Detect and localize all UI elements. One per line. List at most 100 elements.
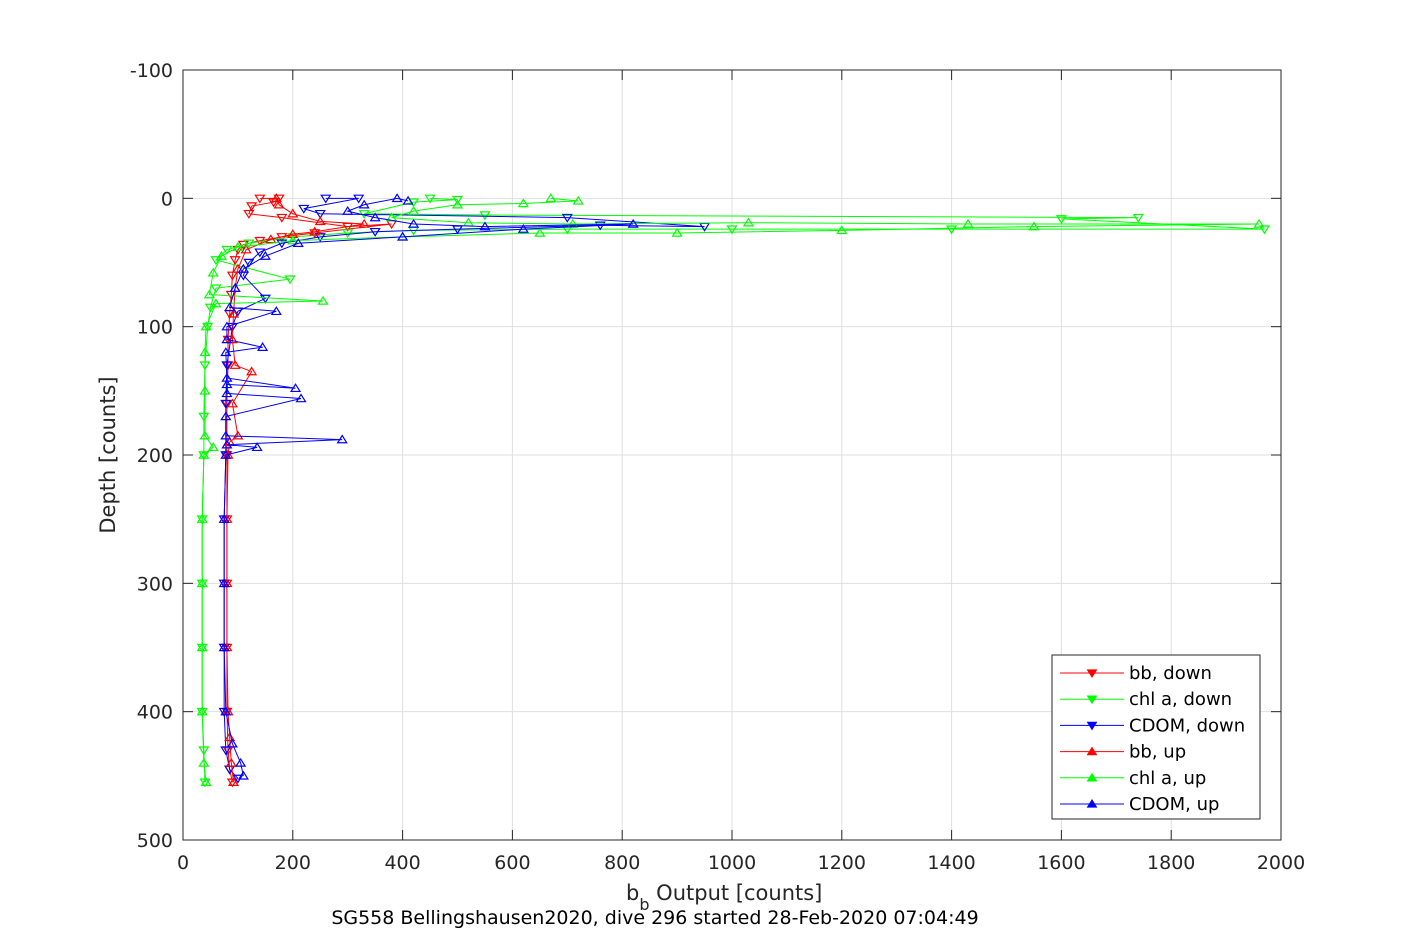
data-point: [220, 399, 232, 409]
legend-marker: [1086, 772, 1098, 782]
data-point: [287, 235, 299, 245]
data-point: [572, 195, 584, 205]
data-point: [225, 757, 237, 767]
series-line: [223, 197, 705, 779]
data-point: [218, 642, 230, 652]
legend-entry-label: bb, down: [1129, 663, 1212, 684]
data-point: [221, 321, 233, 331]
data-point: [314, 216, 326, 226]
data-point: [962, 218, 974, 228]
series-layer: [196, 193, 1271, 788]
data-point: [204, 303, 217, 313]
x-tick-label: 1200: [818, 852, 866, 874]
data-point: [196, 642, 208, 652]
data-point: [257, 342, 269, 351]
data-point: [369, 212, 381, 222]
data-point: [198, 412, 210, 422]
data-point: [1028, 221, 1040, 231]
data-point: [237, 240, 249, 250]
chart-title: SG558 Bellingshausen2020, dive 296 start…: [331, 907, 978, 929]
data-point: [220, 706, 232, 716]
data-point: [397, 231, 409, 241]
data-point: [270, 193, 282, 203]
data-point: [946, 225, 958, 235]
data-point: [317, 295, 329, 305]
data-point: [226, 398, 238, 408]
data-point: [215, 250, 228, 260]
data-point: [246, 366, 258, 376]
data-point: [627, 218, 639, 228]
x-tick-label: 800: [604, 852, 640, 874]
legend-marker: [1086, 695, 1098, 705]
data-point: [276, 213, 288, 223]
data-point: [221, 245, 233, 255]
data-point: [342, 229, 354, 239]
series-bb-up: [221, 193, 370, 786]
data-point: [479, 221, 491, 231]
data-point: [199, 430, 211, 440]
data-point: [221, 379, 233, 389]
data-point: [210, 284, 222, 294]
x-tick-labels: 0 200 400 600 800 1000 1200 1400 1600 1800 2000: [177, 852, 1305, 874]
data-point: [545, 193, 557, 203]
data-point: [424, 194, 436, 204]
data-point: [292, 238, 304, 247]
data-point: [246, 202, 258, 212]
data-point: [309, 226, 321, 236]
data-point: [270, 306, 282, 316]
data-point: [259, 250, 271, 260]
data-point: [407, 218, 420, 228]
data-point: [207, 442, 219, 452]
data-point: [229, 359, 241, 369]
data-point: [1253, 218, 1265, 228]
x-tick-label: 2000: [1257, 852, 1305, 874]
y-tick-labels: -100 0 100 200 300 400 500: [130, 60, 173, 852]
y-tick-label: 0: [161, 188, 173, 210]
data-point: [226, 738, 238, 748]
data-point: [251, 442, 263, 452]
x-tick-label: 600: [494, 852, 530, 874]
data-point: [196, 578, 208, 588]
data-point: [742, 217, 755, 227]
data-point: [221, 372, 233, 382]
legend-entry-label: CDOM, up: [1129, 794, 1219, 815]
data-point: [232, 430, 244, 440]
data-point: [1055, 215, 1067, 225]
data-point: [254, 248, 266, 258]
data-point: [314, 209, 326, 219]
data-point: [237, 263, 249, 273]
series-line: [226, 198, 365, 783]
data-point: [221, 388, 233, 398]
x-axis-label: bb Output [counts]: [626, 881, 822, 914]
data-point: [726, 225, 738, 235]
data-point: [220, 411, 232, 421]
data-point: [254, 194, 266, 204]
data-point: [259, 294, 271, 304]
x-tick-label: 1000: [708, 852, 756, 874]
data-point: [402, 195, 414, 205]
series-cdom-up: [218, 193, 639, 780]
data-point: [229, 256, 241, 266]
data-point: [220, 347, 232, 357]
data-point: [358, 199, 370, 209]
data-point: [203, 289, 215, 299]
data-point: [273, 199, 285, 209]
legend-marker: [1086, 799, 1098, 808]
data-point: [198, 757, 210, 767]
series-chl-a-up: [196, 193, 1265, 786]
data-point: [196, 706, 208, 716]
data-point: [451, 199, 464, 209]
data-point: [295, 393, 307, 403]
data-point: [218, 578, 230, 588]
data-point: [199, 347, 211, 357]
data-point: [479, 211, 491, 221]
data-point: [221, 439, 233, 449]
data-point: [200, 321, 212, 331]
data-point: [517, 223, 529, 233]
data-point: [265, 234, 277, 244]
data-point: [218, 513, 230, 523]
y-tick-label: 100: [137, 317, 173, 339]
data-point: [336, 434, 348, 444]
x-tick-label: 0: [177, 852, 189, 874]
